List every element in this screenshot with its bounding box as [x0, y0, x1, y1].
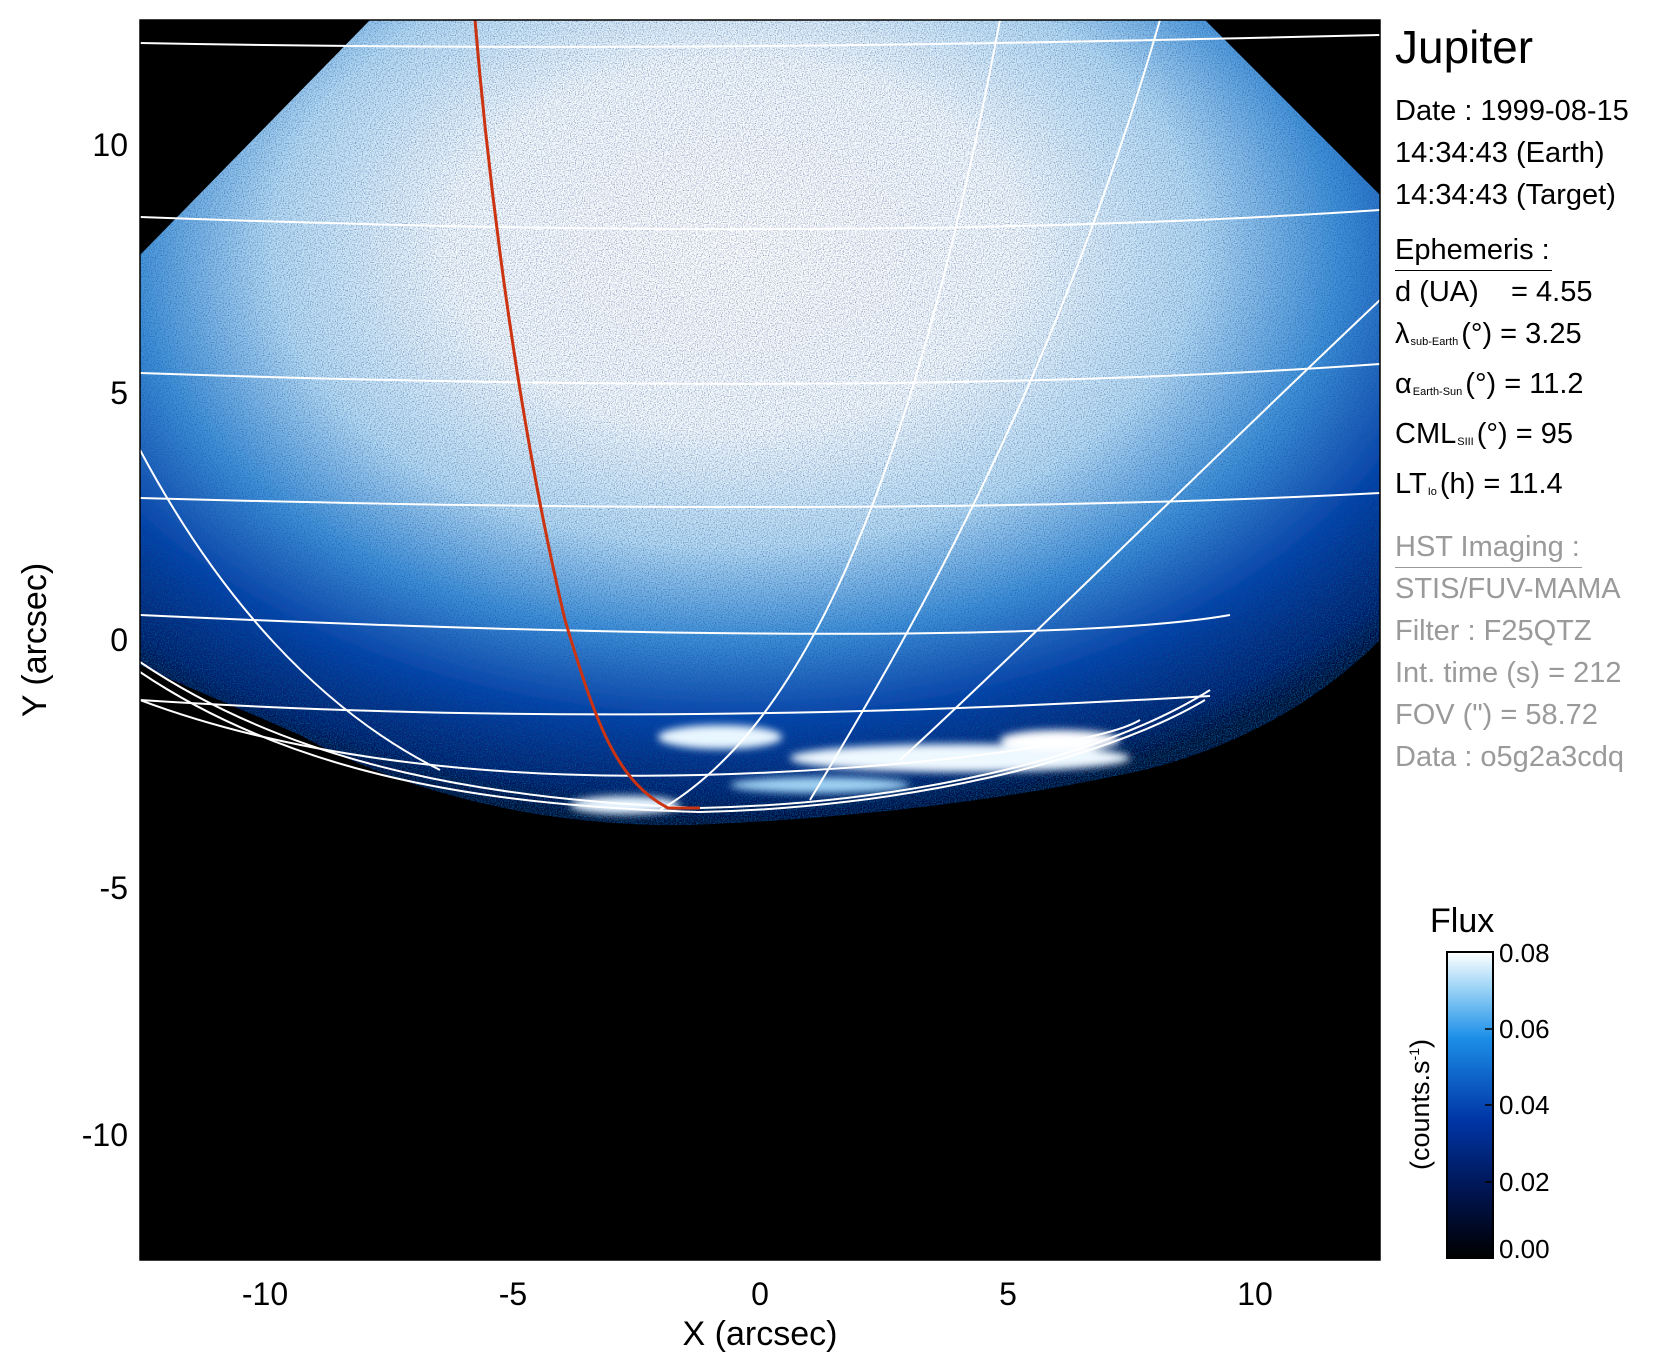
ephemeris-cml: CMLSIII (°) = 95 [1395, 413, 1670, 463]
x-axis-label: X (arcsec) [683, 1315, 838, 1353]
colorbar-tick-label: 0.02 [1499, 1167, 1550, 1197]
alpha-value: (°) = 11.2 [1465, 368, 1584, 400]
x-tick-label: 10 [1237, 1276, 1273, 1312]
colorbar-tick-label: 0.04 [1499, 1090, 1550, 1120]
planet-title: Jupiter [1395, 21, 1534, 73]
ephemeris-sub-earth-latitude: λsub-Earth (°) = 3.25 [1395, 313, 1670, 363]
ephemeris-distance: d (UA) = 4.55 [1395, 271, 1670, 313]
colorbar-unit-close: ) [1405, 1039, 1435, 1048]
alpha-symbol: α [1395, 368, 1412, 400]
colorbar-unit-main: (counts.s [1405, 1060, 1435, 1170]
lt-value: (h) = 11.4 [1439, 468, 1563, 500]
y-tick-label: 0 [110, 622, 128, 658]
x-tick-labels: -10 -5 0 5 10 [242, 1276, 1273, 1312]
y-tick-label: 5 [110, 375, 128, 411]
y-tick-label: -10 [82, 1117, 128, 1153]
lt-label: LT [1395, 468, 1427, 500]
colorbar-unit-label: (counts.s-1) [1405, 1039, 1436, 1170]
lambda-subscript: sub-Earth [1410, 336, 1459, 348]
colorbar-unit-exponent: -1 [1406, 1048, 1422, 1061]
cml-label: CML [1395, 418, 1457, 450]
ephemeris-phase-angle: αEarth-Sun (°) = 11.2 [1395, 363, 1670, 413]
x-tick-label: -5 [499, 1276, 527, 1312]
jupiter-disk [140, 20, 1380, 826]
y-tick-label: 10 [92, 127, 128, 163]
colorbar-tick-label: 0.08 [1499, 938, 1550, 968]
hst-filter: Filter : F25QTZ [1395, 615, 1592, 647]
target-time: 14:34:43 (Target) [1395, 179, 1616, 211]
lt-subscript: Io [1427, 486, 1437, 498]
plot-frame [139, 19, 1381, 1261]
lambda-symbol: λ [1395, 318, 1410, 350]
ephemeris-block: Ephemeris : d (UA) = 4.55 λsub-Earth (°) … [1395, 230, 1670, 513]
io-footpath-curve [473, 20, 700, 810]
x-tick-label: -10 [242, 1276, 288, 1312]
colorbar-tick-label: 0.00 [1499, 1234, 1550, 1264]
colorbar-ticks [1485, 1028, 1493, 1183]
x-tick-label: 5 [999, 1276, 1017, 1312]
cml-subscript: SIII [1457, 436, 1474, 448]
distance-label: d (UA) [1395, 276, 1479, 308]
hst-block: HST Imaging : STIS/FUV-MAMA Filter : F25… [1395, 527, 1670, 778]
ephemeris-io-local-time: LTIo (h) = 11.4 [1395, 463, 1670, 513]
ephemeris-header: Ephemeris : [1395, 230, 1552, 271]
y-tick-labels: 10 5 0 -5 -10 [82, 127, 128, 1153]
y-tick-label: -5 [100, 870, 128, 906]
colorbar-title: Flux [1430, 902, 1495, 940]
x-tick-label: 0 [751, 1276, 769, 1312]
colorbar-tick-labels: 0.08 0.06 0.04 0.02 0.00 [1499, 938, 1550, 1264]
hst-header: HST Imaging : [1395, 527, 1582, 568]
hst-data-id: Data : o5g2a3cdq [1395, 741, 1624, 773]
hst-integration-time: Int. time (s) = 212 [1395, 657, 1622, 689]
observation-date: Date : 1999-08-15 [1395, 95, 1629, 127]
distance-value: = 4.55 [1511, 276, 1593, 308]
alpha-subscript: Earth-Sun [1412, 386, 1463, 398]
info-panel: Jupiter Date : 1999-08-15 14:34:43 (Eart… [1395, 18, 1670, 778]
cml-value: (°) = 95 [1476, 418, 1573, 450]
hst-instrument: STIS/FUV-MAMA [1395, 573, 1621, 605]
earth-time: 14:34:43 (Earth) [1395, 137, 1605, 169]
lambda-value: (°) = 3.25 [1461, 318, 1582, 350]
y-axis-label: Y (arcsec) [16, 563, 54, 717]
planet-image [140, 20, 1380, 826]
colorbar-tick-label: 0.06 [1499, 1014, 1550, 1044]
hst-fov: FOV (") = 58.72 [1395, 699, 1598, 731]
coordinate-grid [140, 20, 1380, 814]
